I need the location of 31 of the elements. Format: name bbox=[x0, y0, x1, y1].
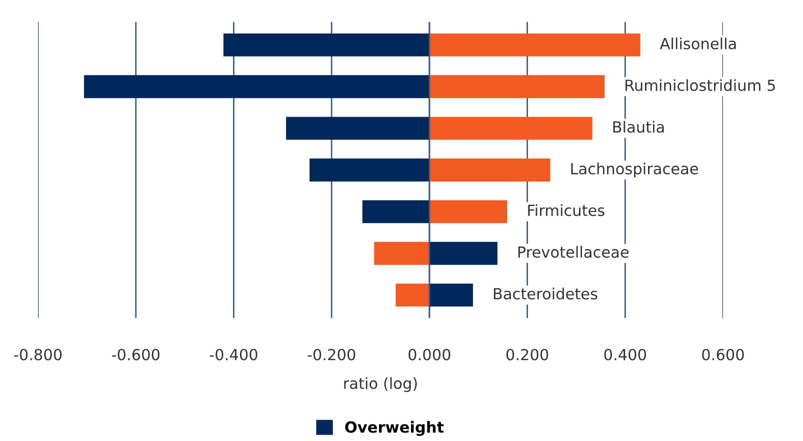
bar bbox=[374, 242, 430, 265]
x-tick-label: -0.800 bbox=[14, 348, 62, 360]
y-tick-label: Ruminiclostridium 5 bbox=[626, 79, 775, 92]
bar bbox=[429, 242, 498, 265]
bar bbox=[429, 284, 473, 307]
x-tick-label: -0.200 bbox=[308, 348, 356, 360]
bar bbox=[429, 116, 592, 140]
y-tick-label: Firmicutes bbox=[528, 204, 604, 216]
bar bbox=[396, 284, 430, 307]
legend-label: Overweight bbox=[345, 421, 444, 436]
bar bbox=[362, 200, 430, 224]
y-tick-label: Allisonella bbox=[660, 38, 736, 50]
bar bbox=[223, 33, 430, 56]
bar bbox=[429, 75, 605, 98]
y-tick-label: Lachnospiraceae bbox=[571, 162, 698, 178]
bar bbox=[310, 158, 430, 182]
bar bbox=[429, 33, 640, 56]
x-tick-label: 0.600 bbox=[702, 348, 744, 360]
x-tick-label: -0.600 bbox=[112, 348, 160, 360]
y-tick-label: Blautia bbox=[613, 120, 664, 133]
y-tick-label: Prevotellaceae bbox=[518, 246, 629, 258]
x-axis-title: ratio (log) bbox=[344, 377, 417, 392]
x-tick-label: 0.400 bbox=[604, 348, 646, 360]
x-tick-label: 0.000 bbox=[408, 348, 450, 360]
bar bbox=[429, 158, 550, 182]
x-tick-label: 0.200 bbox=[506, 348, 548, 360]
bar bbox=[286, 116, 430, 140]
x-tick-label: -0.400 bbox=[210, 348, 258, 360]
bar bbox=[429, 200, 508, 224]
y-tick-label: Bacteroidetes bbox=[494, 288, 598, 300]
bar bbox=[84, 75, 430, 98]
